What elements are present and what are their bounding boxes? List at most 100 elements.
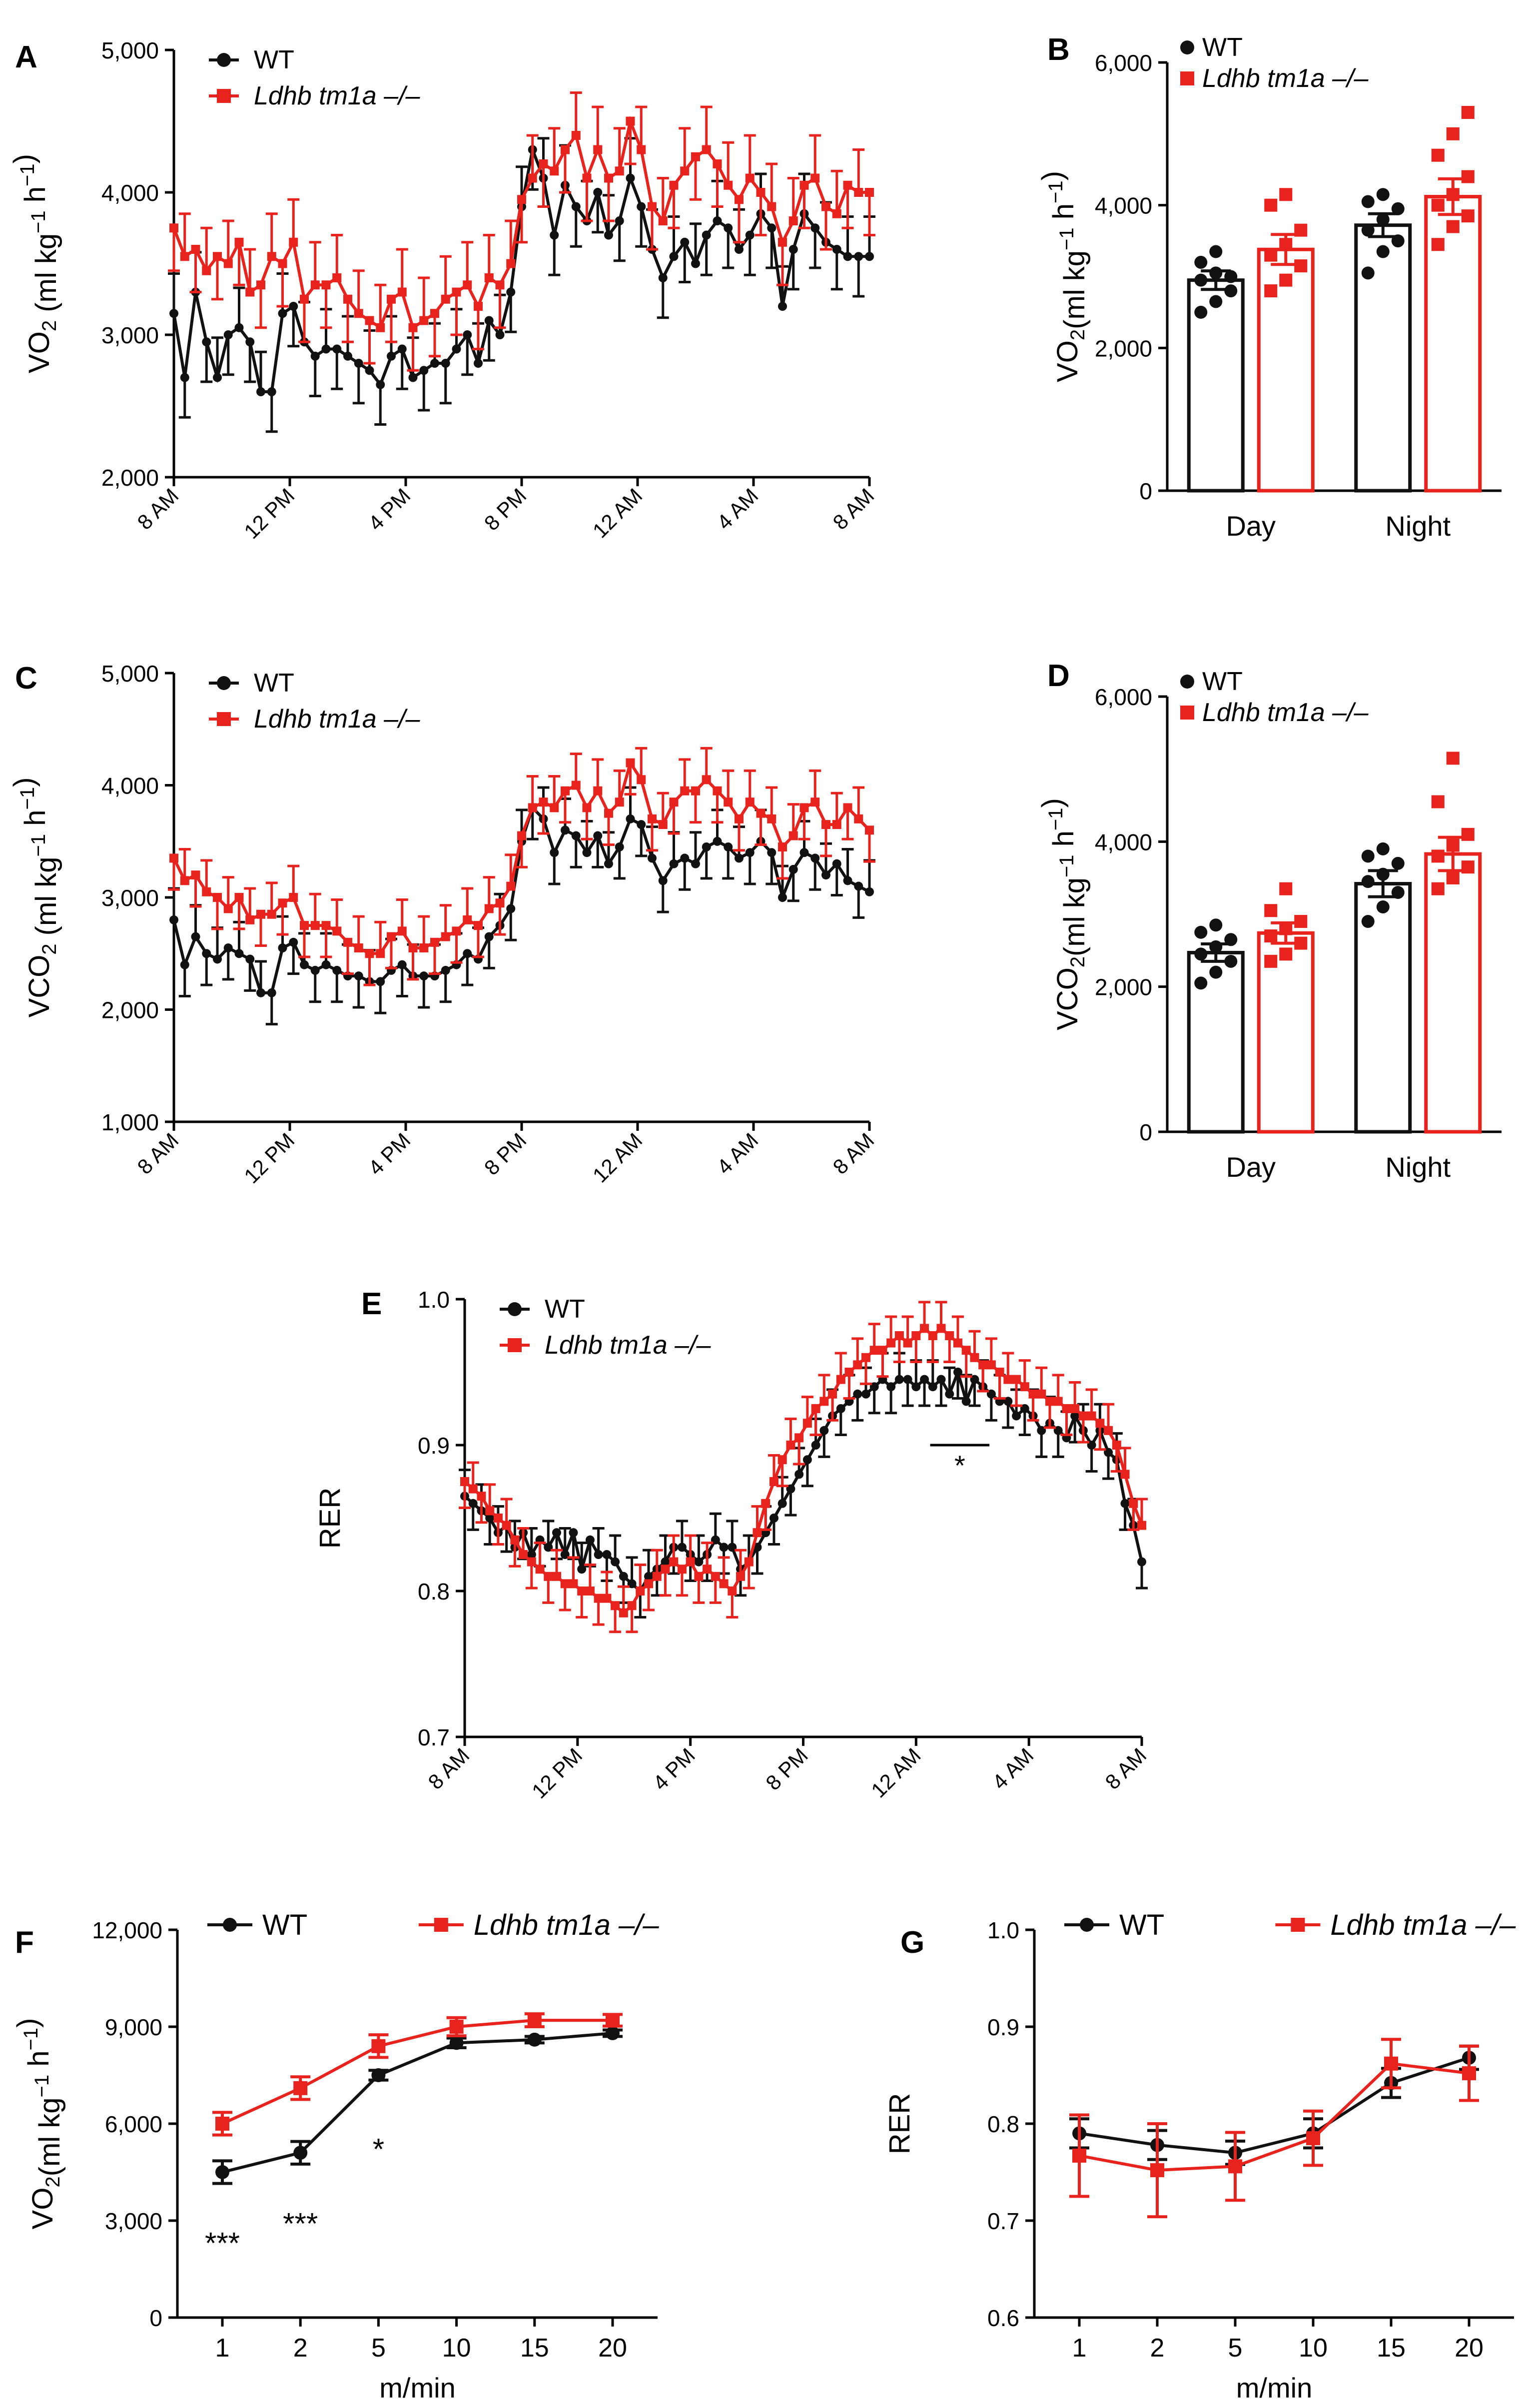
wt-point [343,351,352,361]
y-axis-title: VO2(ml kg−1 h−1) [1036,171,1091,382]
ko-point [745,798,755,807]
wt-point [611,1557,620,1567]
wt-point [430,359,439,368]
wt-point [571,831,581,840]
ko-point [1446,871,1460,884]
wt-point [1053,1426,1063,1435]
ko-point [669,798,679,807]
ko-point [408,323,418,332]
category-label: Night [1385,1151,1451,1183]
wt-point [1361,195,1375,208]
y-tick-label: 6,000 [1095,684,1152,710]
wt-point [1376,842,1390,855]
y-tick-label: 4,000 [1095,193,1152,219]
ko-point [970,1353,979,1362]
wt-point [819,1426,829,1435]
x-axis-title: m/min [379,2372,455,2404]
wt-point [615,842,624,851]
ko-point [180,876,189,885]
series-line-wt [222,2031,613,2174]
wt-point [865,252,874,261]
wt-point [945,1389,954,1399]
wt-point [1361,223,1375,237]
ko-point [180,252,189,261]
wt-point [593,831,603,840]
ko-point [493,1514,503,1523]
wt-point [321,960,331,969]
ko-point [788,216,798,225]
ko-point [506,259,516,268]
ko-point [1462,2066,1476,2081]
ko-point [267,252,276,261]
ko-point [819,1397,829,1406]
wt-point [419,366,429,375]
wt-point [1224,270,1238,283]
ko-point [828,1389,837,1399]
ko-point [1279,947,1293,961]
ko-point [669,180,679,190]
panel-label: B [1047,32,1070,67]
wt-point [223,1918,237,1932]
ko-point [995,1368,1004,1377]
ko-point [278,259,287,268]
wt-point [615,216,624,225]
ko-point [430,937,439,947]
wt-point [169,915,178,924]
ko-point [569,1579,578,1589]
wt-point [202,337,211,347]
ko-point [1431,238,1445,251]
wt-point [495,330,505,339]
ko-point [234,893,244,902]
ko-point [517,831,526,840]
ko-point [484,273,494,282]
ko-point [1294,936,1308,950]
wt-point [778,893,787,902]
y-tick-label: 4,000 [1095,829,1152,855]
wt-point [561,825,570,835]
series-ko [1069,2038,1479,2219]
wt-point [180,373,189,382]
y-tick-label: 0.9 [418,1433,450,1459]
ko-point [661,1565,670,1574]
wt-point [594,1550,603,1559]
ko-point [637,775,646,785]
wt-point [376,380,385,389]
wt-point [293,2146,308,2160]
ko-point [376,949,385,958]
wt-point [397,960,407,969]
wt-point [527,1550,536,1559]
wt-point [267,988,276,997]
ko-point [1384,2056,1398,2071]
y-tick-label: 4,000 [101,773,159,799]
ko-point [945,1331,954,1340]
legend: WT Ldhb tm1a –/– [207,1909,659,1941]
wt-point [321,344,331,354]
wt-point [1194,305,1208,319]
wt-point [724,842,733,851]
ko-point [1461,105,1475,119]
wt-point [452,344,461,354]
series-line-ko [1079,2062,1470,2172]
ko-point [582,173,592,183]
y-tick-label: 2,000 [1095,335,1152,361]
wt-point [217,53,231,67]
wt-point [778,302,787,311]
ko-point [217,89,231,103]
wt-point [619,1572,628,1581]
wt-point [1361,266,1375,280]
panel-label: C [15,661,37,696]
wt-point [1012,1411,1021,1421]
x-tick-label: 5 [1228,2334,1243,2363]
ko-point [869,1346,879,1355]
panel-label: F [15,1925,34,1960]
ko-point [191,870,200,880]
ko-point [767,814,776,823]
significance-star: * [954,1450,965,1481]
wt-point [604,859,613,868]
wt-point [1180,675,1194,689]
wt-point [694,1557,704,1567]
ko-point [786,1441,795,1450]
wt-point [1137,1557,1146,1567]
ko-point [217,712,231,726]
